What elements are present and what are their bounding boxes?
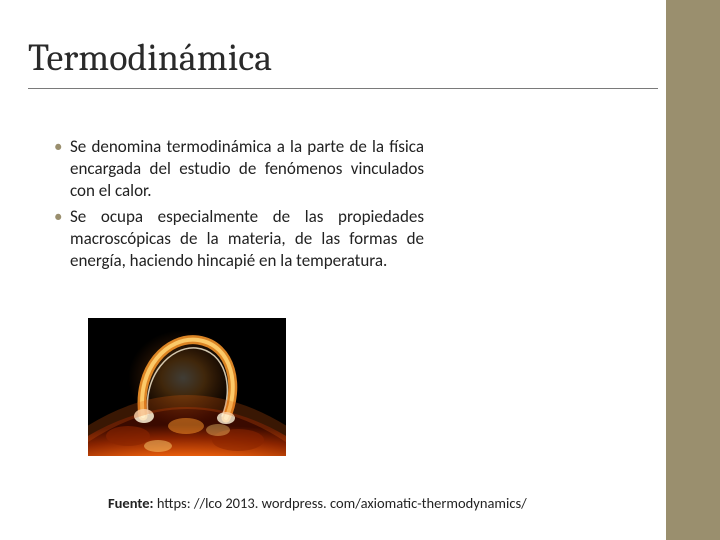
source-url: https: //lco 2013. wordpress. com/axioma… [157,494,527,512]
bullet-text: Se denomina termodinámica a la parte de … [70,136,424,202]
bullet-marker: • [54,136,70,202]
list-item: • Se ocupa especialmente de las propieda… [54,206,424,272]
list-item: • Se denomina termodinámica a la parte d… [54,136,424,202]
bullet-marker: • [54,206,70,272]
source-label: Fuente: [108,494,157,512]
image-source: Fuente: https: //lco 2013. wordpress. co… [108,494,527,512]
bullet-text: Se ocupa especialmente de las propiedade… [70,206,424,272]
right-accent-band [666,0,720,540]
title-underline [28,88,658,89]
sun-prominence-image [88,318,286,456]
bullet-list: • Se denomina termodinámica a la parte d… [54,136,424,276]
slide-title: Termodinámica [28,36,272,80]
